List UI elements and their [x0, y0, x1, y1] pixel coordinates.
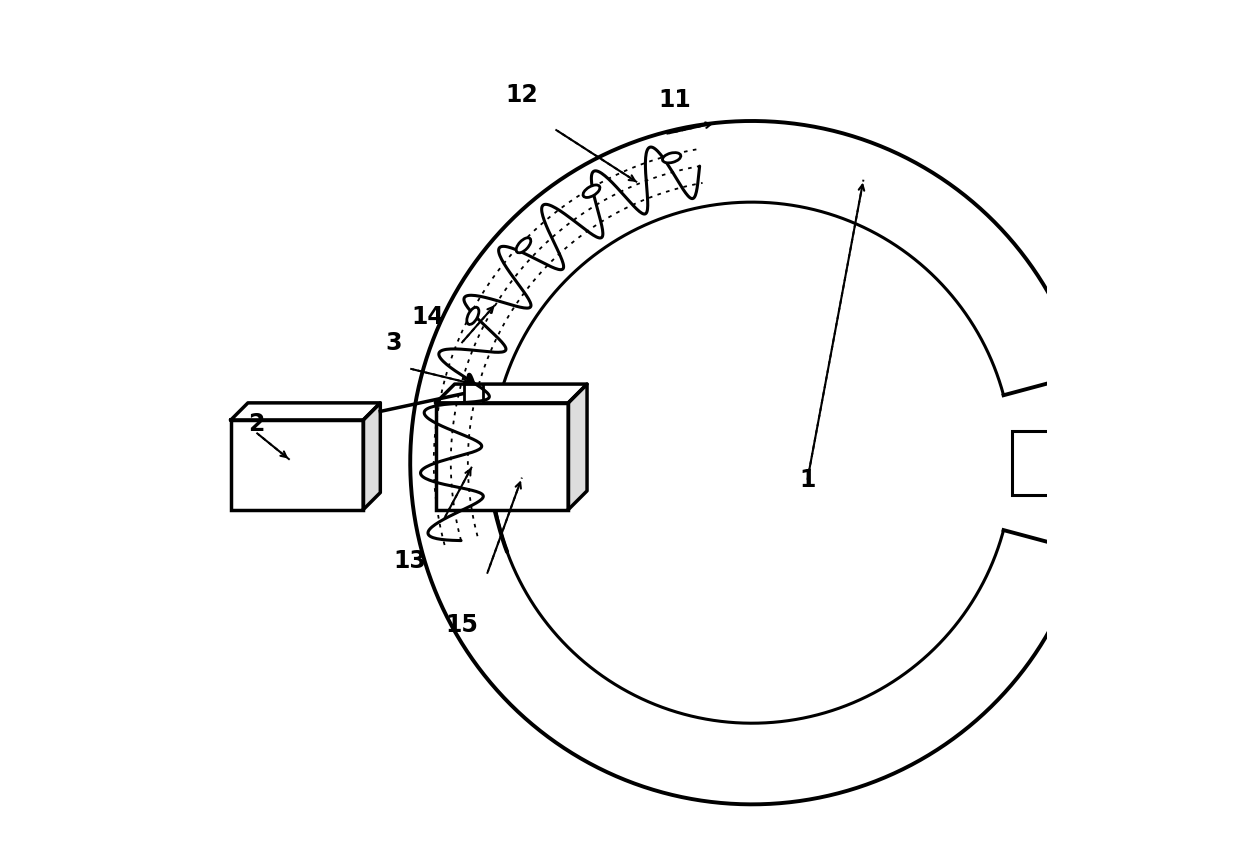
Ellipse shape — [517, 237, 530, 253]
Text: 11: 11 — [659, 87, 691, 111]
Bar — [1012, 430, 1094, 494]
Text: 14: 14 — [411, 305, 444, 329]
Text: 13: 13 — [394, 548, 426, 572]
Bar — [436, 403, 569, 510]
Text: 12: 12 — [504, 83, 538, 107]
Text: 3: 3 — [385, 331, 401, 355]
Polygon shape — [436, 384, 587, 403]
Bar — [230, 420, 363, 510]
Text: 2: 2 — [248, 412, 265, 436]
Text: 1: 1 — [799, 468, 815, 492]
Bar — [465, 384, 483, 403]
Text: 15: 15 — [445, 613, 478, 637]
Ellipse shape — [663, 153, 680, 163]
Ellipse shape — [467, 308, 479, 325]
Polygon shape — [569, 384, 587, 510]
Ellipse shape — [584, 185, 600, 197]
Polygon shape — [230, 403, 380, 420]
Polygon shape — [363, 403, 380, 510]
